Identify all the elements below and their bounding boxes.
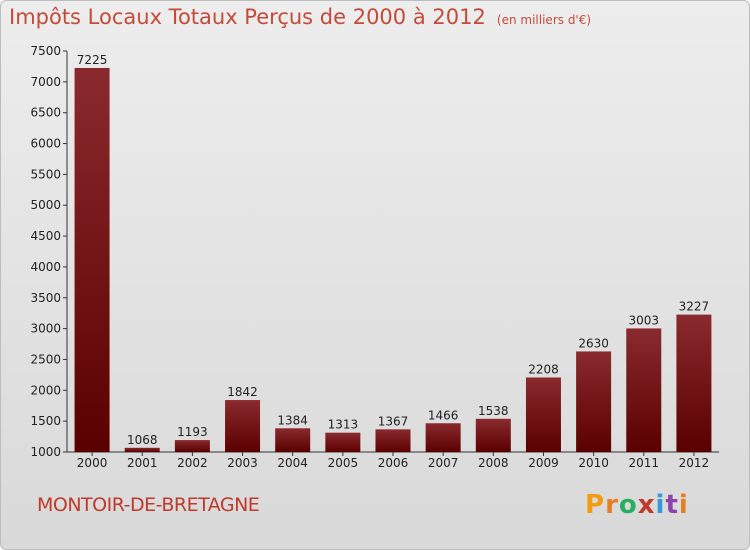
bar-2000 bbox=[74, 67, 110, 452]
chart-title-block: Impôts Locaux Totaux Perçus de 2000 à 20… bbox=[9, 5, 591, 29]
bar-2009 bbox=[525, 377, 561, 452]
brand-letter: t bbox=[665, 490, 679, 520]
y-tick-label: 3000 bbox=[30, 322, 61, 336]
data-label-2002: 1193 bbox=[177, 425, 208, 439]
x-tick-label-2008: 2008 bbox=[478, 456, 509, 470]
data-label-2010: 2630 bbox=[578, 336, 609, 350]
bar-2008 bbox=[475, 418, 511, 452]
data-label-2001: 1068 bbox=[127, 433, 158, 447]
brand-letter: r bbox=[605, 490, 619, 520]
brand-letter: P bbox=[585, 490, 606, 520]
x-tick-label-2011: 2011 bbox=[628, 456, 659, 470]
y-tick-label: 1500 bbox=[30, 414, 61, 428]
bar-2002 bbox=[174, 440, 210, 452]
data-label-2000: 7225 bbox=[77, 53, 108, 67]
brand-letter: o bbox=[618, 490, 638, 520]
y-tick-label: 5500 bbox=[30, 167, 61, 181]
y-tick-label: 7500 bbox=[30, 44, 61, 58]
y-tick-label: 6500 bbox=[30, 106, 61, 120]
brand-letter: i bbox=[678, 490, 689, 520]
data-label-2008: 1538 bbox=[478, 404, 509, 418]
x-tick-label-2004: 2004 bbox=[277, 456, 308, 470]
bar-2001 bbox=[124, 447, 160, 452]
data-label-2005: 1313 bbox=[328, 418, 359, 432]
y-tick-label: 3500 bbox=[30, 291, 61, 305]
x-tick-label-2000: 2000 bbox=[77, 456, 108, 470]
city-name: MONTOIR-DE-BRETAGNE bbox=[37, 494, 260, 516]
bar-2003 bbox=[225, 400, 261, 452]
x-tick-label-2009: 2009 bbox=[528, 456, 559, 470]
chart-subtitle: (en milliers d'€) bbox=[496, 13, 592, 27]
x-tick-label-2005: 2005 bbox=[328, 456, 359, 470]
chart-title: Impôts Locaux Totaux Perçus de 2000 à 20… bbox=[9, 5, 486, 29]
y-tick-label: 2500 bbox=[30, 352, 61, 366]
data-label-2012: 3227 bbox=[679, 300, 710, 314]
data-label-2003: 1842 bbox=[227, 385, 258, 399]
data-label-2007: 1466 bbox=[428, 408, 459, 422]
bar-2005 bbox=[325, 432, 361, 452]
brand-letter: i bbox=[655, 490, 666, 520]
y-tick-label: 7000 bbox=[30, 75, 61, 89]
y-tick-label: 6000 bbox=[30, 137, 61, 151]
x-tick-label-2007: 2007 bbox=[428, 456, 459, 470]
x-tick-label-2001: 2001 bbox=[127, 456, 158, 470]
data-label-2004: 1384 bbox=[277, 413, 308, 427]
x-tick-label-2003: 2003 bbox=[227, 456, 258, 470]
x-tick-label-2006: 2006 bbox=[378, 456, 409, 470]
y-tick-label: 5000 bbox=[30, 198, 61, 212]
bar-2012 bbox=[676, 314, 712, 452]
x-tick-label-2010: 2010 bbox=[578, 456, 609, 470]
x-tick-label-2012: 2012 bbox=[679, 456, 710, 470]
proxiti-logo: Proxiti bbox=[585, 490, 689, 520]
bar-2010 bbox=[576, 351, 612, 452]
bar-2011 bbox=[626, 328, 662, 452]
data-label-2009: 2208 bbox=[528, 362, 559, 376]
y-tick-label: 1000 bbox=[30, 445, 61, 459]
y-tick-label: 4000 bbox=[30, 260, 61, 274]
y-tick-label: 4500 bbox=[30, 229, 61, 243]
data-label-2011: 3003 bbox=[628, 313, 659, 327]
y-tick-label: 2000 bbox=[30, 383, 61, 397]
x-tick-label-2002: 2002 bbox=[177, 456, 208, 470]
bar-2007 bbox=[425, 423, 461, 452]
brand-letter: x bbox=[637, 490, 656, 520]
bar-2006 bbox=[375, 429, 411, 452]
bar-2004 bbox=[275, 428, 311, 452]
data-label-2006: 1367 bbox=[378, 414, 409, 428]
